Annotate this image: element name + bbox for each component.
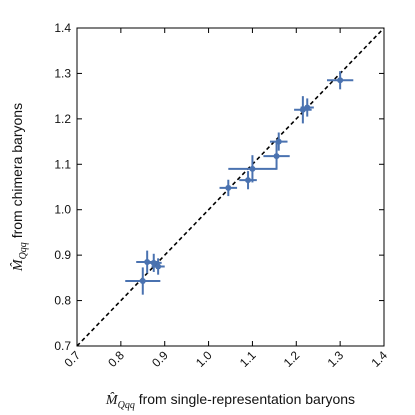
data-point — [275, 138, 282, 145]
y-tick-label: 1.1 — [54, 157, 71, 171]
data-point — [155, 263, 162, 270]
data-point-group — [151, 258, 165, 275]
data-point-group — [228, 155, 277, 183]
y-axis-label: M̂Qqq from chimera baryons — [9, 103, 29, 272]
data-point — [273, 153, 280, 160]
data-point-group — [239, 171, 257, 190]
data-point-group — [263, 142, 290, 170]
x-tick-label: 0.8 — [105, 348, 127, 370]
y-tick-label: 0.9 — [54, 248, 71, 262]
plot-frame — [76, 27, 385, 347]
y-tick-label: 1.4 — [54, 21, 71, 35]
data-point — [139, 278, 146, 285]
data-point — [150, 259, 157, 266]
x-axis-label-text: from single-representation baryons — [135, 391, 355, 407]
x-axis-label-symbol: M̂ — [105, 392, 119, 408]
x-tick-label: 1.2 — [281, 348, 303, 370]
reference-diagonal-line — [76, 27, 385, 347]
x-axis-label: M̂Qqq from single-representation baryons — [105, 391, 355, 411]
y-tick-label: 1.0 — [54, 203, 71, 217]
data-point — [337, 77, 344, 84]
x-tick-label: 1.4 — [368, 348, 390, 370]
data-point-group — [300, 98, 314, 117]
y-tick-label: 1.3 — [54, 66, 71, 80]
y-tick-label: 1.2 — [54, 112, 71, 126]
y-axis-label-text: from chimera baryons — [9, 103, 25, 242]
y-axis-label-subscript: Qqq — [18, 242, 29, 259]
y-axis-label-symbol: M̂ — [10, 258, 26, 272]
data-point — [249, 165, 256, 172]
data-point-group — [269, 132, 288, 151]
x-tick-label: 1.1 — [237, 348, 259, 370]
y-tick-label: 0.8 — [54, 294, 71, 308]
x-tick-label: 0.9 — [149, 348, 171, 370]
data-point-group — [219, 179, 238, 197]
data-point-group — [125, 267, 161, 295]
y-tick-label: 0.7 — [54, 339, 71, 353]
x-tick-label: 1.0 — [193, 348, 215, 370]
data-point — [245, 177, 252, 184]
data-point — [304, 104, 311, 111]
plot-area — [76, 27, 385, 347]
data-point — [225, 184, 232, 191]
x-tick-label: 1.3 — [325, 348, 347, 370]
data-point-group — [326, 71, 354, 90]
x-axis-label-subscript: Qqq — [118, 400, 135, 411]
